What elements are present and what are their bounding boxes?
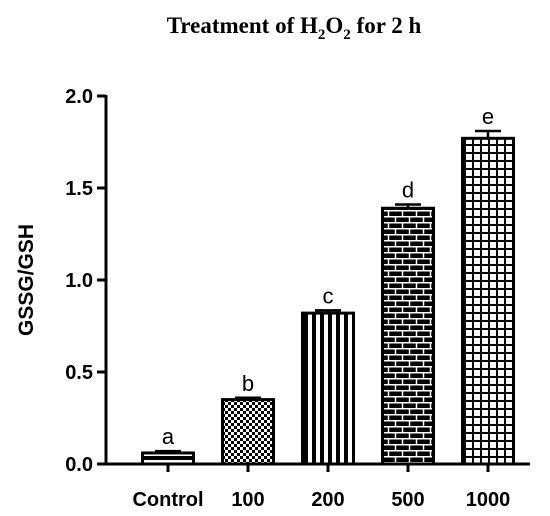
chart-title: Treatment of H2O2 for 2 h	[167, 13, 422, 43]
x-tick-label: Control	[132, 489, 203, 511]
y-tick-label: 0.5	[65, 362, 93, 384]
y-axis-label: GSSG/GSH	[15, 224, 38, 336]
significance-label: a	[162, 424, 175, 449]
y-tick-label: 2.0	[65, 86, 93, 108]
significance-label: c	[323, 283, 334, 308]
bar	[141, 451, 195, 466]
bar	[221, 398, 275, 466]
bar	[381, 206, 435, 466]
x-tick-label: 500	[391, 489, 424, 511]
significance-label: e	[482, 104, 494, 129]
bar	[461, 136, 515, 466]
y-tick-label: 1.5	[65, 178, 93, 200]
x-tick-label: 100	[231, 489, 264, 511]
significance-label: d	[402, 178, 414, 203]
bar	[301, 311, 355, 466]
y-tick-label: 0.0	[65, 454, 93, 476]
x-tick-label: 1000	[466, 489, 511, 511]
x-tick-label: 200	[311, 489, 344, 511]
y-tick-label: 1.0	[65, 270, 93, 292]
plot-area: a Control b 100 c 200 d 500 e 1000 0.0 0.5 1.0 1.5 2.0	[65, 86, 530, 511]
significance-label: b	[242, 371, 254, 396]
